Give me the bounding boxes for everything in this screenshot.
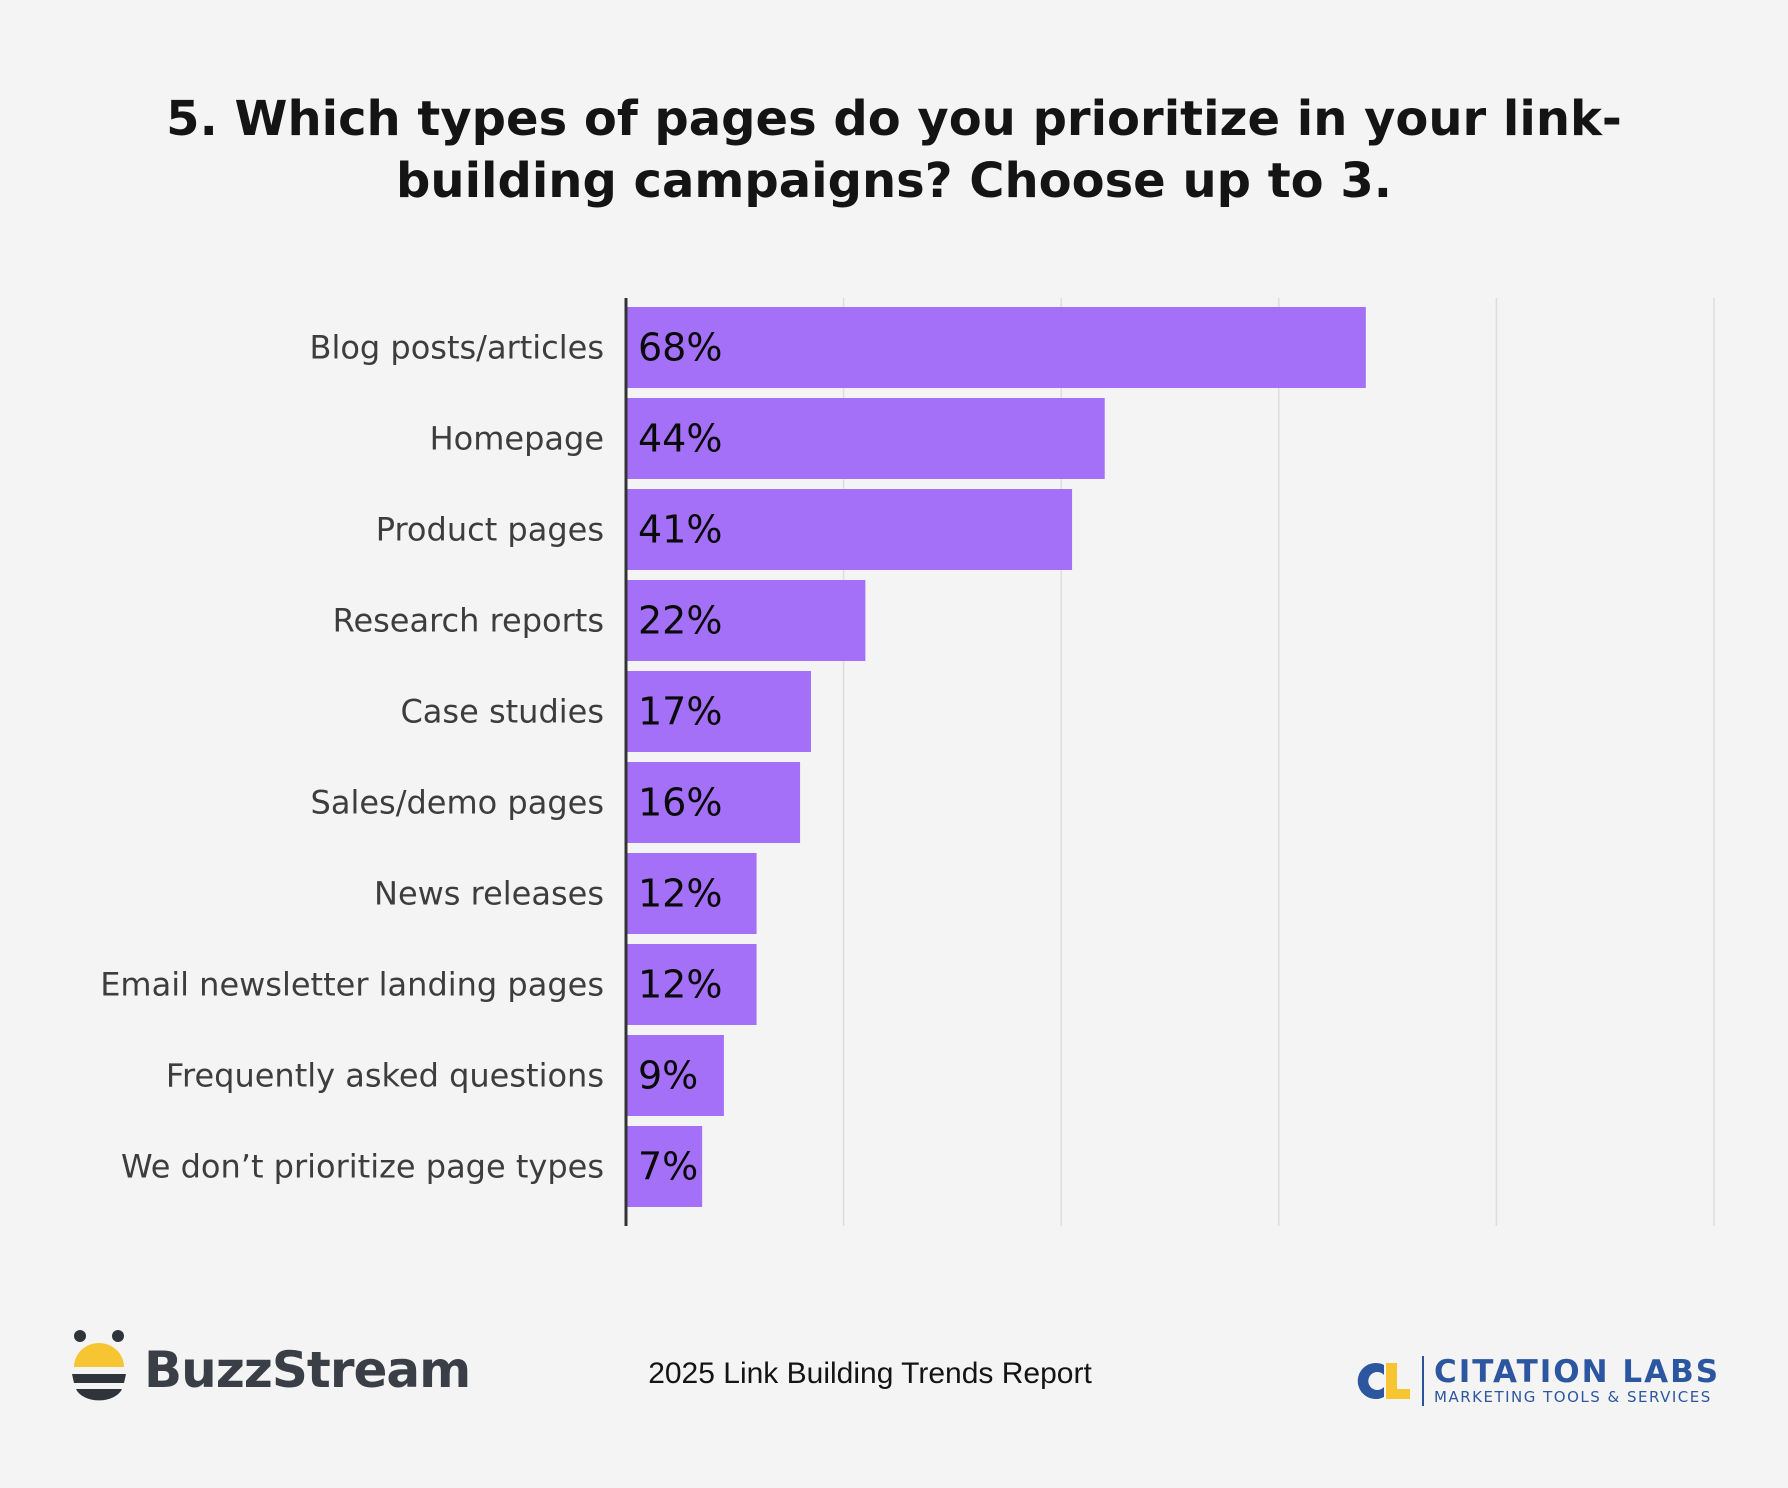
bar (626, 1126, 703, 1207)
bar (626, 489, 1073, 570)
category-label: Product pages (376, 511, 604, 549)
value-label: 41% (638, 508, 722, 552)
category-label: Research reports (333, 602, 604, 640)
value-label: 12% (638, 963, 722, 1007)
value-label: 7% (638, 1145, 698, 1189)
bar (626, 762, 801, 843)
category-label: News releases (374, 875, 604, 913)
category-label: Frequently asked questions (166, 1057, 604, 1095)
buzzstream-wordmark: BuzzStream (144, 1341, 471, 1399)
bar (626, 944, 757, 1025)
bee-icon (72, 1330, 126, 1401)
value-label: 16% (638, 781, 722, 825)
value-labels: 68% 44% 41% 22% 17% 16% 12% 12% 9% 7% (638, 326, 722, 1189)
category-label: Case studies (400, 693, 604, 731)
category-label: Blog posts/articles (309, 329, 604, 367)
category-labels: Blog posts/articles Homepage Product pages… (100, 329, 604, 1186)
bar (626, 398, 1105, 479)
bar (626, 671, 811, 752)
value-label: 17% (638, 690, 722, 734)
citation-labs-logo: CITATION LABS MARKETING TOOLS & SERVICES (1344, 1356, 1720, 1406)
buzzstream-logo: BuzzStream (70, 1320, 471, 1420)
value-label: 22% (638, 599, 722, 643)
citation-labs-name: CITATION LABS (1434, 1354, 1721, 1390)
category-label: We don’t prioritize page types (121, 1148, 604, 1186)
report-name: 2025 Link Building Trends Report (648, 1357, 1092, 1390)
bars (626, 307, 1366, 1207)
bar (626, 1035, 724, 1116)
value-label: 12% (638, 872, 722, 916)
bar (626, 307, 1366, 388)
value-label: 9% (638, 1054, 698, 1098)
category-label: Email newsletter landing pages (100, 966, 604, 1004)
bar (626, 853, 757, 934)
cl-monogram-icon (1357, 1363, 1410, 1399)
bar (626, 580, 866, 661)
bar-chart: Blog posts/articles Homepage Product pages… (100, 298, 1715, 1226)
category-label: Homepage (430, 420, 604, 458)
category-label: Sales/demo pages (311, 784, 604, 822)
citation-labs-tagline: MARKETING TOOLS & SERVICES (1434, 1388, 1712, 1406)
value-label: 44% (638, 417, 722, 461)
chart-title: 5. Which types of pages do you prioritiz… (166, 91, 1622, 209)
value-label: 68% (638, 326, 722, 370)
